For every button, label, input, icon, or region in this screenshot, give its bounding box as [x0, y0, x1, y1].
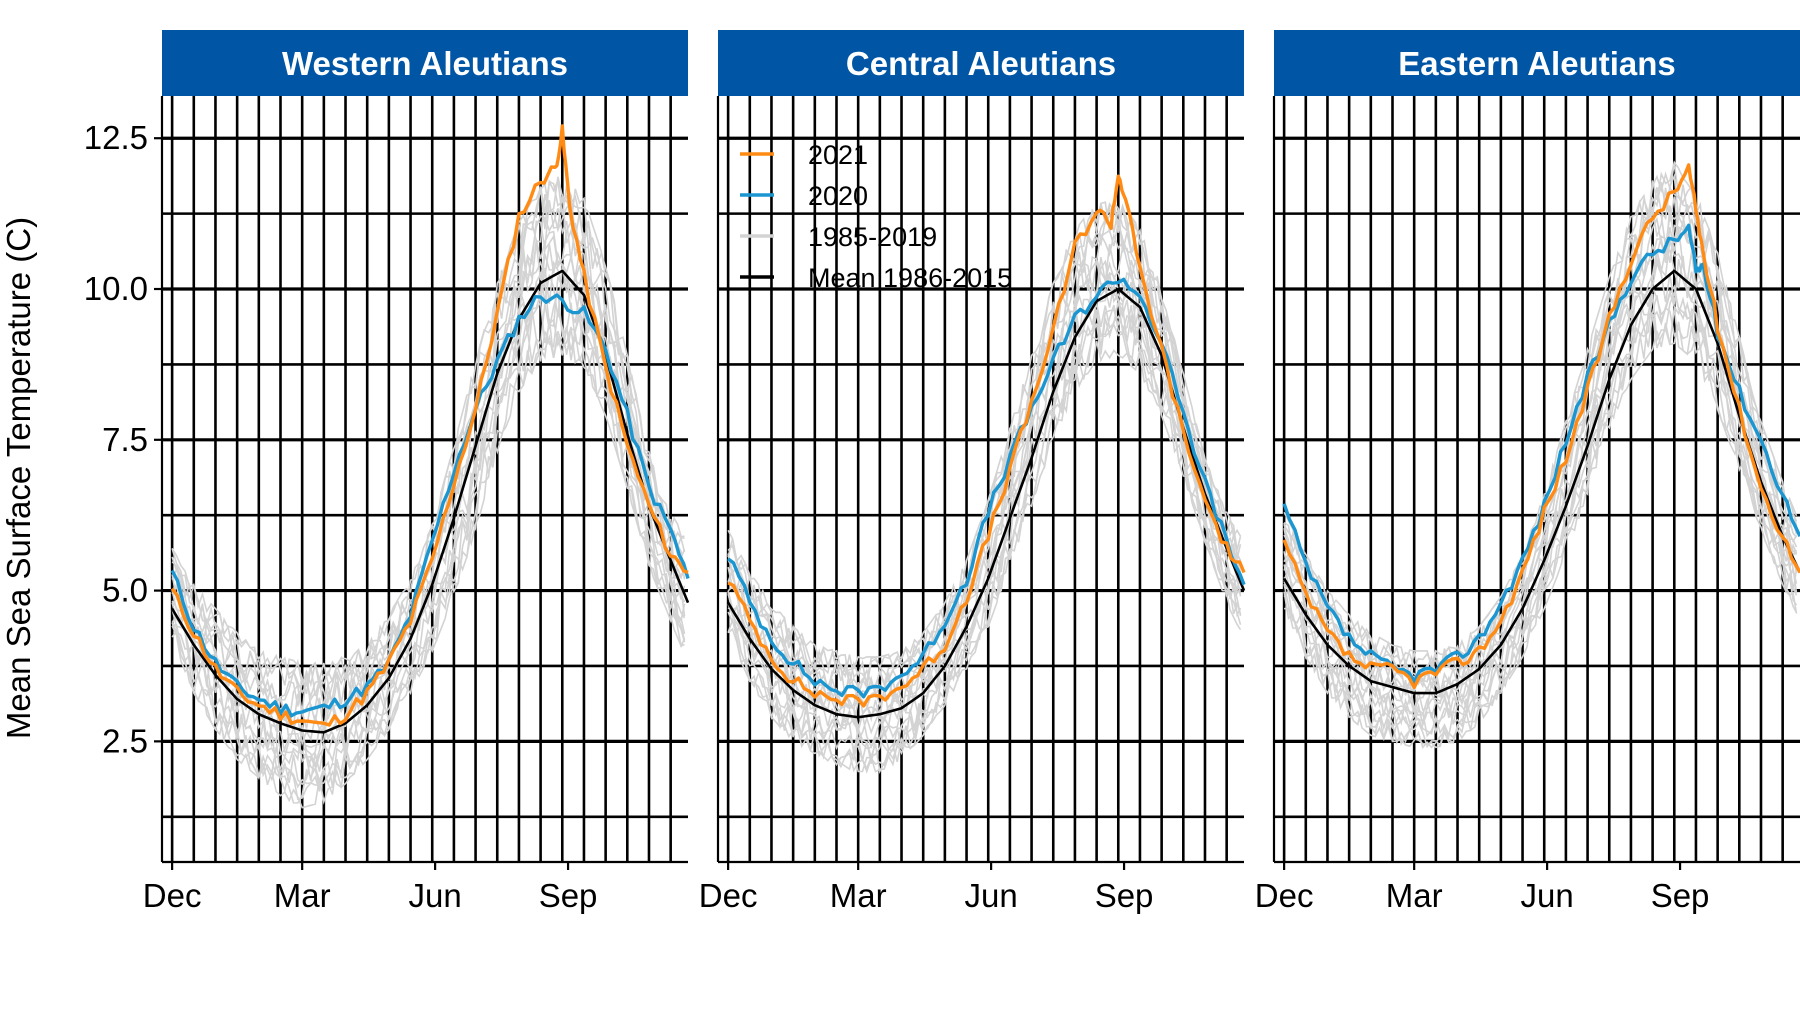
facet-title: Western Aleutians [282, 45, 568, 82]
facet-strip [718, 30, 1244, 96]
historic-lines [171, 176, 686, 809]
panel-0: Western Aleutians Dec Mar Jun Sep 2.5 5.0 7.5 10… [84, 30, 690, 914]
legend: 2021 2020 1985-2019 Mean 1986-2015 [740, 140, 1012, 293]
gridlines [1274, 96, 1800, 862]
series-line-2021 [170, 124, 689, 727]
panel-2: Eastern Aleutians Dec Mar Jun Sep [1255, 30, 1800, 914]
x-tick-label: Dec [1255, 877, 1314, 914]
series-line-2021 [1282, 163, 1800, 690]
x-tick-label: Sep [539, 877, 598, 914]
facet-strip [1274, 30, 1800, 96]
series-line-mean-1986-2015 [1282, 269, 1800, 695]
y-tick-label: 2.5 [102, 722, 148, 759]
historic-line [171, 180, 686, 695]
facet-strip [162, 30, 688, 96]
y-tick-label: 10.0 [84, 270, 148, 307]
historic-line [171, 234, 686, 747]
historic-line [727, 200, 1242, 674]
historic-line [727, 341, 1242, 773]
gridlines [718, 96, 1244, 862]
x-tick-label: Dec [143, 877, 202, 914]
x-tick-label: Jun [409, 877, 462, 914]
historic-line [171, 194, 686, 714]
series-line-mean-1986-2015 [726, 287, 1246, 719]
x-tick-label: Jun [965, 877, 1018, 914]
historic-line [727, 221, 1242, 697]
historic-lines [1283, 160, 1798, 750]
y-tick-label: 7.5 [102, 421, 148, 458]
y-tick-label: 12.5 [84, 119, 148, 156]
legend-label: 2021 [808, 140, 868, 170]
facet-title: Eastern Aleutians [1398, 45, 1676, 82]
panel-1: Central Aleutians Dec Mar Jun Sep [699, 30, 1246, 914]
x-tick-label: Mar [274, 877, 331, 914]
historic-line [727, 301, 1241, 750]
historic-line [727, 314, 1242, 774]
series-line-2020 [170, 293, 690, 718]
historic-line [1283, 288, 1798, 738]
gridlines [162, 96, 688, 862]
historic-line [171, 176, 685, 688]
x-tick-label: Sep [1651, 877, 1710, 914]
facet-panels: Western Aleutians Dec Mar Jun Sep 2.5 5.0 7.5 10… [84, 30, 1800, 914]
x-tick-label: Dec [699, 877, 758, 914]
legend-label: Mean 1986-2015 [808, 263, 1012, 293]
historic-line [727, 199, 1242, 684]
series-line-2021 [727, 174, 1246, 708]
legend-label: 2020 [808, 181, 868, 211]
y-axis-title: Mean Sea Surface Temperature (C) [0, 217, 37, 739]
historic-line [1284, 321, 1798, 750]
facet-title: Central Aleutians [846, 45, 1116, 82]
historic-line [1283, 211, 1798, 694]
y-tick-label: 5.0 [102, 572, 148, 609]
historic-line [1283, 290, 1798, 739]
x-tick-label: Mar [830, 877, 887, 914]
historic-line [171, 265, 686, 772]
legend-label: 1985-2019 [808, 222, 937, 252]
x-tick-label: Sep [1095, 877, 1154, 914]
series-line-mean-1986-2015 [170, 269, 690, 734]
x-tick-label: Mar [1386, 877, 1443, 914]
x-tick-label: Jun [1521, 877, 1574, 914]
